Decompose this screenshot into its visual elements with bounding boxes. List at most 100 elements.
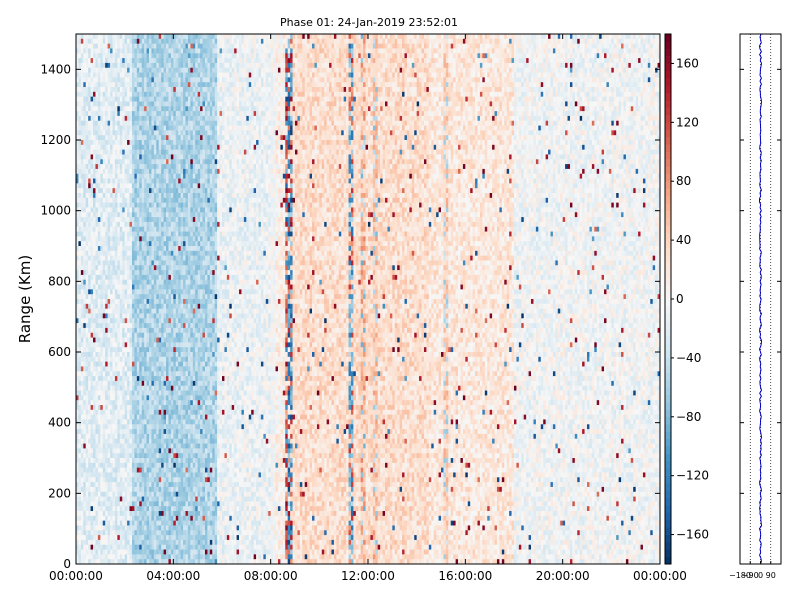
heatmap-cell: [183, 150, 186, 155]
heatmap-cell: [149, 366, 152, 371]
heatmap-cell: [181, 106, 184, 111]
heatmap-cell: [115, 386, 118, 391]
heatmap-cell: [132, 554, 135, 559]
heatmap-cell: [154, 530, 157, 535]
heatmap-cell: [166, 530, 169, 535]
heatmap-cell: [83, 545, 86, 550]
heatmap-cell: [159, 444, 162, 449]
heatmap-cell: [171, 126, 174, 131]
heatmap-cell: [95, 227, 98, 232]
heatmap-cell: [88, 424, 91, 429]
heatmap-cell: [142, 58, 145, 63]
heatmap-cell: [132, 121, 135, 126]
heatmap-cell: [105, 415, 108, 420]
heatmap-cell: [151, 419, 154, 424]
heatmap-cell: [144, 391, 147, 396]
heatmap-cell: [88, 207, 91, 212]
heatmap-cell: [110, 241, 113, 246]
heatmap-cell: [86, 260, 89, 265]
heatmap-cell: [168, 63, 171, 68]
heatmap-cell: [159, 323, 162, 328]
heatmap-cell: [120, 270, 123, 275]
heatmap-cell: [117, 342, 120, 347]
heatmap-cell: [113, 121, 116, 126]
heatmap-cell: [147, 338, 150, 343]
heatmap-cell: [139, 164, 142, 169]
heatmap-cell: [130, 554, 133, 559]
heatmap-cell: [137, 92, 140, 97]
heatmap-cell: [168, 203, 171, 208]
heatmap-cell: [161, 270, 164, 275]
heatmap-cell: [178, 434, 181, 439]
heatmap-cell: [186, 44, 189, 49]
heatmap-cell: [134, 434, 137, 439]
heatmap-cell: [149, 188, 152, 193]
heatmap-cell: [130, 362, 133, 367]
heatmap-cell: [100, 77, 103, 82]
heatmap-cell: [168, 477, 171, 482]
heatmap-cell: [130, 121, 133, 126]
heatmap-cell: [183, 352, 186, 357]
heatmap-cell: [110, 328, 113, 333]
heatmap-cell: [88, 159, 91, 164]
heatmap-cell: [95, 232, 98, 237]
heatmap-cell: [95, 511, 98, 516]
heatmap-cell: [171, 492, 174, 497]
heatmap-cell: [166, 135, 169, 140]
heatmap-cell: [125, 260, 128, 265]
heatmap-cell: [181, 304, 184, 309]
heatmap-cell: [166, 506, 169, 511]
heatmap-cell: [139, 212, 142, 217]
heatmap-cell: [171, 458, 174, 463]
heatmap-cell: [176, 150, 179, 155]
heatmap-cell: [120, 68, 123, 73]
heatmap-cell: [78, 241, 81, 246]
heatmap-cell: [166, 323, 169, 328]
heatmap-cell: [125, 472, 128, 477]
heatmap-cell: [181, 77, 184, 82]
heatmap-cell: [93, 260, 96, 265]
heatmap-cell: [113, 506, 116, 511]
heatmap-cell: [127, 554, 130, 559]
heatmap-cell: [110, 270, 113, 275]
heatmap-cell: [98, 318, 101, 323]
heatmap-cell: [154, 164, 157, 169]
heatmap-cell: [110, 275, 113, 280]
heatmap-cell: [132, 101, 135, 106]
heatmap-cell: [147, 405, 150, 410]
heatmap-cell: [86, 516, 89, 521]
heatmap-cell: [137, 482, 140, 487]
heatmap-cell: [125, 169, 128, 174]
heatmap-cell: [110, 294, 113, 299]
heatmap-cell: [100, 198, 103, 203]
heatmap-cell: [122, 275, 125, 280]
heatmap-cell: [173, 386, 176, 391]
heatmap-cell: [113, 511, 116, 516]
heatmap-cell: [117, 126, 120, 131]
heatmap-cell: [176, 468, 179, 473]
heatmap-cell: [166, 53, 169, 58]
heatmap-cell: [88, 472, 91, 477]
heatmap-cell: [110, 63, 113, 68]
heatmap-cell: [125, 318, 128, 323]
heatmap-cell: [98, 299, 101, 304]
heatmap-cell: [132, 116, 135, 121]
heatmap-cell: [83, 497, 86, 502]
heatmap-cell: [161, 376, 164, 381]
heatmap-cell: [103, 347, 106, 352]
heatmap-cell: [78, 207, 81, 212]
heatmap-cell: [86, 535, 89, 540]
heatmap-cell: [130, 135, 133, 140]
heatmap-cell: [164, 140, 167, 145]
heatmap-cell: [103, 48, 106, 53]
heatmap-cell: [122, 222, 125, 227]
heatmap-cell: [168, 154, 171, 159]
heatmap-cell: [147, 376, 150, 381]
heatmap-cell: [93, 106, 96, 111]
heatmap-cell: [166, 371, 169, 376]
heatmap-cell: [100, 164, 103, 169]
heatmap-cell: [120, 154, 123, 159]
heatmap-cell: [120, 444, 123, 449]
heatmap-cell: [161, 198, 164, 203]
heatmap-cell: [134, 227, 137, 232]
